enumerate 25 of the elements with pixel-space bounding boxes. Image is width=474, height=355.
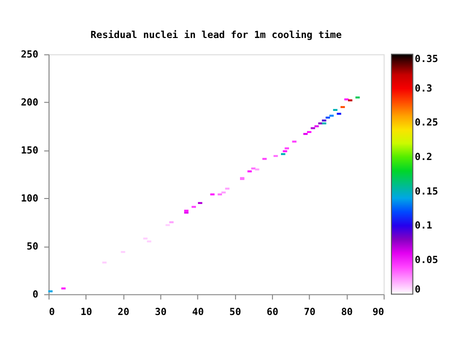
color-bar-label: 0.3 bbox=[414, 83, 432, 94]
y-tick-label: 150 bbox=[20, 146, 39, 157]
color-bar-label: 0.1 bbox=[414, 220, 432, 232]
x-tick-label: 40 bbox=[192, 307, 204, 318]
x-tick-label: 80 bbox=[341, 307, 353, 318]
x-tick-label: 0 bbox=[49, 307, 56, 318]
color-bar-label: 0.15 bbox=[414, 186, 438, 198]
x-tick-label: 30 bbox=[154, 307, 167, 318]
y-tick-label: 50 bbox=[26, 242, 39, 253]
x-tick-label: 50 bbox=[229, 307, 242, 318]
color-bar-label: 0.35 bbox=[414, 54, 438, 66]
color-bar-label: 0.2 bbox=[414, 152, 432, 164]
x-tick-label: 20 bbox=[118, 307, 130, 318]
y-tick-label: 250 bbox=[20, 50, 39, 61]
x-tick-label: 60 bbox=[266, 307, 278, 318]
color-bar-label: 0.05 bbox=[414, 254, 438, 266]
x-tick-label: 70 bbox=[304, 307, 316, 318]
y-tick-label: 100 bbox=[20, 194, 39, 205]
y-tick-label: 0 bbox=[32, 290, 39, 301]
chart-title: Residual nuclei in lead for 1m cooling time bbox=[90, 30, 342, 41]
x-tick-label: 10 bbox=[80, 307, 92, 318]
y-tick-label: 200 bbox=[20, 98, 39, 109]
color-bar-label: 0 bbox=[414, 284, 421, 296]
color-bar-label: 0.25 bbox=[414, 118, 438, 129]
x-tick-label: 90 bbox=[372, 307, 384, 318]
